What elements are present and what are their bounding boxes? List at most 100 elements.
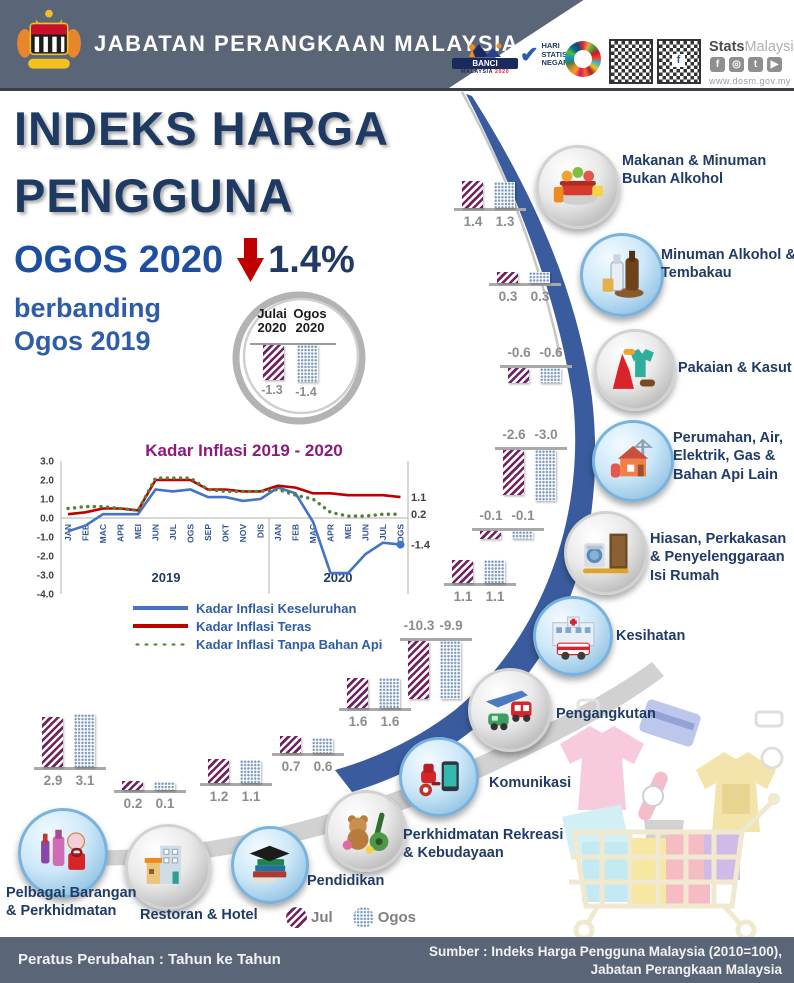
category-icon-circle (592, 420, 674, 502)
category-baseline (34, 767, 106, 770)
y-tick: 1.0 (40, 495, 54, 506)
furnishings-icon (583, 533, 629, 574)
category-icon-circle (564, 511, 648, 595)
category-bar-ogos (540, 367, 561, 383)
legend-item-jul: Jul (286, 907, 333, 928)
category-baseline (272, 753, 344, 756)
category-bar-jul (280, 736, 301, 753)
chart-legend-item: Kadar Inflasi Teras (133, 617, 382, 635)
y-tick: 2.0 (40, 476, 54, 487)
category-baseline (489, 283, 561, 286)
category-baseline (114, 790, 186, 793)
badge-right-label: Ogos 2020 (293, 306, 327, 336)
x-tick: OGS (186, 524, 196, 543)
transport-icon (485, 690, 532, 731)
category-value-ogos: -9.9 (439, 618, 463, 633)
y-tick: -4.0 (37, 590, 55, 601)
instagram-icon[interactable]: ◎ (729, 57, 744, 72)
headline-value: 1.4% (268, 238, 355, 281)
category-icon-circle (125, 824, 211, 910)
facebook-icon[interactable]: f (710, 57, 725, 72)
restaurant-icon (145, 846, 182, 885)
badge-left-label: Julai 2020 (257, 306, 287, 336)
category-value-ogos: 1.1 (485, 589, 505, 604)
month-comparison-badge: Julai 2020 Ogos 2020 -1.3 -1.4 (220, 286, 378, 438)
x-tick: SEP (203, 524, 213, 541)
y-tick: -2.0 (37, 552, 55, 563)
x-tick: JAN (63, 524, 73, 541)
category-bar-jul (347, 678, 368, 708)
housing-icon (610, 438, 653, 478)
website-url[interactable]: www.dosm.gov.my (709, 76, 791, 86)
category-icon-circle (231, 826, 309, 904)
communication-icon (419, 761, 459, 796)
check-icon: ✔ (520, 41, 539, 67)
category-bar-ogos (529, 272, 550, 283)
twitter-icon[interactable]: t (748, 57, 763, 72)
clothing-icon (612, 348, 655, 389)
category-icon-circle (399, 737, 479, 817)
legend-label: Kadar Inflasi Keseluruhan (196, 600, 357, 616)
food-icon (553, 167, 604, 206)
legend-item-ogos: Ogos (352, 907, 416, 928)
qr-code-1 (609, 39, 653, 84)
category-label: Kesihatan (616, 628, 686, 644)
x-tick: APR (116, 524, 126, 542)
category-label: Pakaian & Kasut (678, 360, 792, 376)
badge-value-ogos: -1.4 (295, 385, 317, 399)
header-band: JABATAN PERANGKAAN MALAYSIA BANCI MALAYS… (0, 0, 794, 91)
footer-note: Peratus Perubahan : Tahun ke Tahun (18, 951, 281, 968)
category-bar-jul (408, 640, 429, 699)
category-label: Pelbagai Barangan & Perkhidmatan (6, 885, 137, 920)
category-bar-ogos (440, 640, 461, 699)
category-value-ogos: -0.1 (511, 508, 535, 523)
category-bar-ogos (494, 182, 515, 208)
badge-value-jul: -1.3 (261, 383, 283, 397)
drinks-icon (602, 250, 644, 298)
legend-label: Kadar Inflasi Teras (196, 618, 312, 634)
banci-2020-logo: BANCI MALAYSIA 2020 (452, 40, 518, 75)
down-arrow-icon (237, 238, 265, 282)
footer-band: Peratus Perubahan : Tahun ke Tahun Sumbe… (0, 937, 794, 983)
category-label: Hiasan, Perkakasan & Penyelenggaraan Isi R… (650, 531, 787, 584)
headline-month: OGOS 2020 (14, 238, 224, 281)
category-value-ogos: 0.6 (313, 759, 333, 774)
legend-swatch-icon (133, 624, 188, 628)
category-bar-ogos (154, 782, 175, 790)
x-tick: JUN (151, 524, 161, 541)
chart-legend-item: Kadar Inflasi Keseluruhan (133, 599, 382, 617)
category-bar-ogos (512, 530, 533, 539)
category-value-ogos: 3.1 (75, 773, 95, 788)
category-value-ogos: 1.6 (380, 714, 400, 729)
category-bar-ogos (484, 560, 505, 583)
ogos-swatch-icon (352, 907, 374, 928)
category-bar-jul (208, 759, 229, 783)
category-label: Komunikasi (489, 775, 572, 791)
category-icon-circle (580, 233, 664, 317)
category-bar-jul (462, 181, 483, 208)
category-icon-circle (536, 145, 620, 229)
category-label: Makanan & Minuman Bukan Alkohol (622, 153, 767, 188)
category-value-ogos: 0.3 (530, 289, 550, 304)
category-label: Pengangkutan (556, 706, 656, 722)
facebook-qr-icon: f (672, 54, 685, 67)
category-value-ogos: 0.1 (155, 796, 175, 811)
qr-code-2: f (657, 39, 701, 84)
social-icons: f ◎ t ▶ (710, 57, 782, 72)
education-icon (250, 846, 290, 883)
agency-title: JABATAN PERANGKAAN MALAYSIA (94, 31, 520, 56)
y-tick: -1.0 (37, 533, 55, 544)
category-value-ogos: 1.1 (241, 789, 261, 804)
recreation-icon (342, 812, 389, 854)
youtube-icon[interactable]: ▶ (767, 57, 782, 72)
category-value-ogos: -3.0 (534, 427, 558, 442)
x-tick: FEB (81, 524, 91, 541)
x-tick: FEB (291, 524, 301, 541)
x-tick: MEI (133, 524, 143, 539)
badge-bar-ogos (297, 345, 318, 382)
x-tick: MAC (308, 524, 318, 543)
bar-legend: Jul Ogos (286, 907, 416, 928)
category-label: Perkhidmatan Rekreasi & Kebudayaan (403, 827, 564, 862)
category-icon-circle (468, 668, 552, 752)
